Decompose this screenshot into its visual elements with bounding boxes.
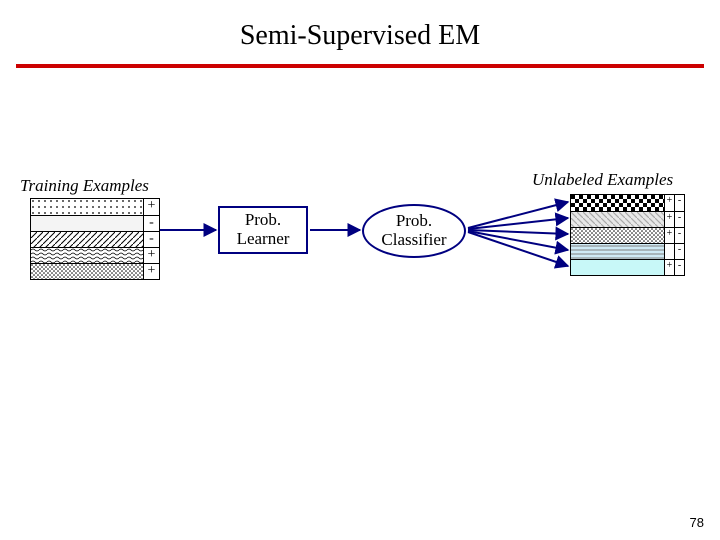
training-row: - (31, 215, 159, 231)
training-label: Training Examples (20, 176, 149, 196)
prob-classifier-ellipse: Prob. Classifier (362, 204, 466, 258)
pattern-cell (31, 216, 143, 231)
training-row: + (31, 247, 159, 263)
minus-sign: - (674, 195, 684, 211)
label-sign: + (143, 264, 159, 279)
minus-sign: - (674, 244, 684, 259)
prob-learner-box: Prob. Learner (218, 206, 308, 254)
training-row: + (31, 199, 159, 215)
pattern-cell (571, 260, 664, 275)
unlabeled-row: +- (571, 259, 684, 275)
unlabeled-label: Unlabeled Examples (532, 170, 673, 190)
label-sign: + (143, 248, 159, 263)
pattern-cell (31, 248, 143, 263)
pattern-cell (571, 195, 664, 211)
pattern-cell (571, 228, 664, 243)
pattern-cell (571, 244, 664, 259)
pattern-cell (31, 199, 143, 215)
minus-sign: - (674, 260, 684, 275)
unlabeled-row: +- (571, 195, 684, 211)
learner-text-1: Prob. (245, 211, 281, 230)
label-sign: - (143, 232, 159, 247)
unlabeled-stack: +-+-+--+- (570, 194, 685, 276)
plus-sign (664, 244, 674, 259)
plus-sign: + (664, 260, 674, 275)
label-sign: - (143, 216, 159, 231)
unlabeled-row: +- (571, 211, 684, 227)
diagram-canvas: Training Examples Unlabeled Examples +--… (0, 68, 720, 468)
unlabeled-row: +- (571, 227, 684, 243)
unlabeled-row: - (571, 243, 684, 259)
learner-text-2: Learner (237, 230, 290, 249)
training-row: - (31, 231, 159, 247)
slide-title: Semi-Supervised EM (0, 0, 720, 64)
training-row: + (31, 263, 159, 279)
pattern-cell (571, 212, 664, 227)
label-sign: + (143, 199, 159, 215)
pattern-cell (31, 264, 143, 279)
plus-sign: + (664, 228, 674, 243)
minus-sign: - (674, 212, 684, 227)
minus-sign: - (674, 228, 684, 243)
training-stack: +--++ (30, 198, 160, 280)
plus-sign: + (664, 195, 674, 211)
plus-sign: + (664, 212, 674, 227)
pattern-cell (31, 232, 143, 247)
page-number: 78 (690, 515, 704, 530)
classifier-text-1: Prob. (396, 212, 432, 231)
classifier-text-2: Classifier (381, 231, 446, 250)
